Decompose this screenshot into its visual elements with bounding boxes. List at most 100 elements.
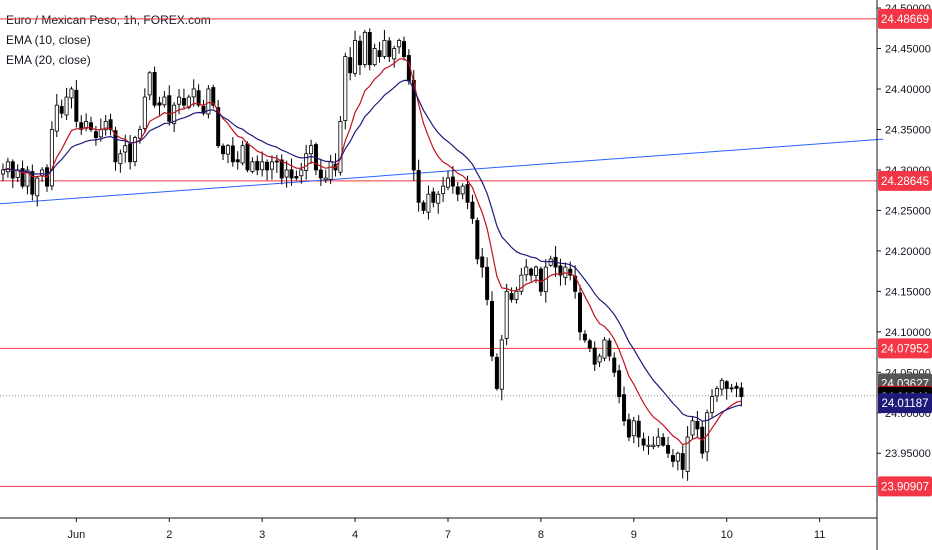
candle-body-50: [245, 143, 250, 171]
candle-88: [431, 187, 436, 208]
candle-48: [235, 151, 240, 170]
candle-body-106: [519, 274, 524, 292]
trendline-layer[interactable]: [0, 138, 884, 205]
candle-149: [729, 383, 734, 393]
candle-body-26: [128, 143, 133, 163]
candle-body-66: [323, 177, 328, 181]
candle-140: [685, 426, 690, 481]
price-label-text-0: 24.48669: [881, 14, 929, 26]
price-label-bg-2: [878, 338, 932, 359]
candle-103: [504, 283, 509, 346]
candle-50: [245, 141, 250, 173]
candle-105: [514, 286, 519, 304]
candle-body-138: [675, 452, 680, 462]
candle-45: [221, 143, 226, 161]
candle-30: [147, 71, 152, 100]
candle-127: [622, 386, 627, 426]
candle-body-109: [534, 266, 539, 276]
candle-body-96: [470, 201, 475, 219]
candle-3: [15, 164, 20, 182]
candle-118: [578, 284, 583, 341]
candle-75: [367, 28, 372, 71]
candle-55: [269, 155, 274, 180]
candle-body-39: [191, 88, 196, 98]
candle-34: [167, 85, 172, 126]
candle-body-94: [460, 185, 465, 195]
candle-body-5: [25, 169, 30, 187]
trendline[interactable]: [0, 138, 884, 205]
x-tick-label-6: 9: [631, 529, 637, 541]
candle-body-87: [426, 193, 431, 213]
candle-body-15: [74, 89, 79, 122]
candle-14: [69, 86, 74, 109]
candle-body-121: [592, 347, 597, 365]
candle-body-72: [353, 40, 358, 74]
candle-body-53: [260, 161, 265, 171]
candle-49: [240, 140, 245, 166]
candle-134: [656, 428, 661, 448]
candle-body-103: [504, 290, 509, 339]
x-tick-label-0: Jun: [67, 529, 85, 541]
x-tick-label-5: 8: [538, 529, 544, 541]
candle-body-125: [612, 357, 617, 373]
candle-body-136: [666, 444, 671, 454]
candle-body-20: [98, 129, 103, 138]
candle-117: [573, 265, 578, 299]
price-label-text-6: 24.01187: [881, 398, 928, 410]
chart-legend: Euro / Mexican Peso, 1h, FOREX.com EMA (…: [6, 10, 211, 70]
candle-body-134: [656, 436, 661, 446]
candle-body-10: [49, 129, 54, 187]
candle-body-37: [181, 97, 186, 106]
candle-82: [401, 36, 406, 61]
candle-147: [719, 377, 724, 396]
candle-31: [152, 66, 157, 108]
candle-77: [377, 41, 382, 63]
candle-29: [142, 88, 147, 133]
candle-body-129: [631, 420, 636, 437]
candle-142: [695, 410, 700, 438]
candle-body-46: [225, 145, 230, 155]
candle-91: [445, 170, 450, 191]
candle-107: [524, 259, 529, 282]
candle-73: [357, 35, 362, 76]
candle-body-116: [568, 268, 573, 276]
candle-123: [602, 336, 607, 362]
candle-body-1: [5, 161, 10, 173]
candle-89: [436, 191, 441, 214]
candle-body-86: [421, 202, 426, 211]
legend-title: Euro / Mexican Peso, 1h, FOREX.com: [6, 13, 211, 27]
candle-35: [172, 102, 177, 133]
candle-body-65: [318, 169, 323, 179]
candle-body-55: [269, 161, 274, 170]
candle-body-67: [328, 161, 333, 180]
candle-body-122: [597, 355, 602, 363]
candle-58: [284, 160, 289, 188]
candle-body-104: [509, 293, 514, 300]
candle-37: [181, 88, 186, 109]
price-label-7: 23.90907: [878, 476, 932, 497]
candle-body-80: [392, 48, 397, 60]
price-labels: 24.4866924.2864524.0795224.0362724.02107…: [878, 8, 932, 497]
candle-body-149: [729, 387, 734, 390]
candle-33: [162, 90, 167, 108]
x-tick-label-2: 3: [259, 529, 265, 541]
candle-body-30: [147, 72, 152, 96]
candle-111: [543, 258, 548, 303]
horizontal-lines[interactable]: [0, 18, 877, 487]
candle-98: [480, 247, 485, 278]
candle-body-41: [201, 105, 206, 114]
candle-body-75: [367, 32, 372, 66]
x-tick-label-4: 7: [445, 529, 451, 541]
candle-79: [387, 37, 392, 63]
candle-67: [328, 155, 333, 185]
candle-81: [397, 38, 402, 54]
candle-body-85: [416, 170, 421, 203]
candle-18: [89, 116, 94, 132]
candle-130: [636, 415, 641, 448]
candle-body-33: [162, 96, 167, 106]
ema10-line: [2, 58, 742, 446]
candle-body-114: [558, 265, 563, 276]
candle-body-89: [436, 193, 441, 204]
candle-body-11: [54, 104, 59, 132]
